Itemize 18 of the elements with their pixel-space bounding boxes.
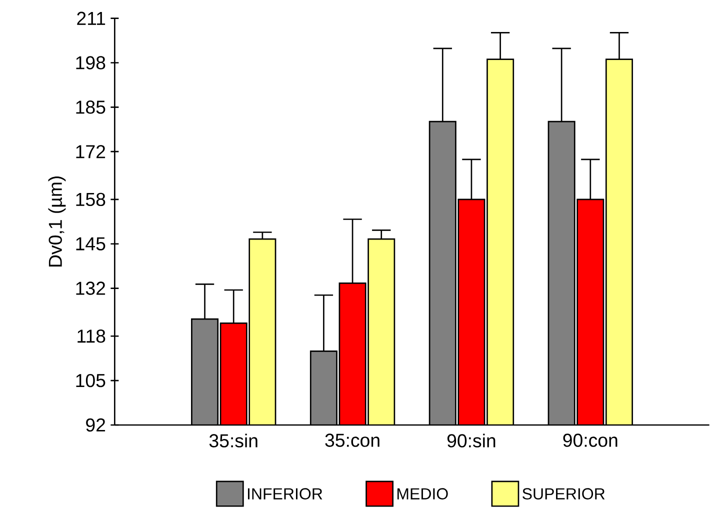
y-tick-label: 105	[76, 374, 106, 388]
y-tick-label: 92	[86, 418, 106, 432]
y-tick-label: 211	[77, 12, 106, 25]
x-tick-label: 90:sin	[447, 434, 496, 448]
y-tick-label: 158	[76, 192, 106, 206]
y-tick-label: 185	[76, 100, 106, 114]
legend-label: SUPERIOR	[522, 488, 605, 500]
x-tick-label: 35:sin	[209, 434, 258, 448]
x-tick-label: 90:con	[563, 434, 618, 447]
y-axis-title: Dv0,1 (µm)	[48, 176, 66, 266]
y-tick-label: 132	[76, 282, 106, 295]
x-tick-label: 35:con	[325, 434, 380, 447]
legend-label: MEDIO	[397, 488, 448, 500]
legend-label: INFERIOR	[248, 488, 322, 500]
y-tick-label: 198	[76, 56, 106, 70]
y-tick-label: 145	[76, 237, 106, 250]
y-tick-label: 172	[76, 145, 106, 158]
y-tick-label: 118	[78, 330, 106, 343]
